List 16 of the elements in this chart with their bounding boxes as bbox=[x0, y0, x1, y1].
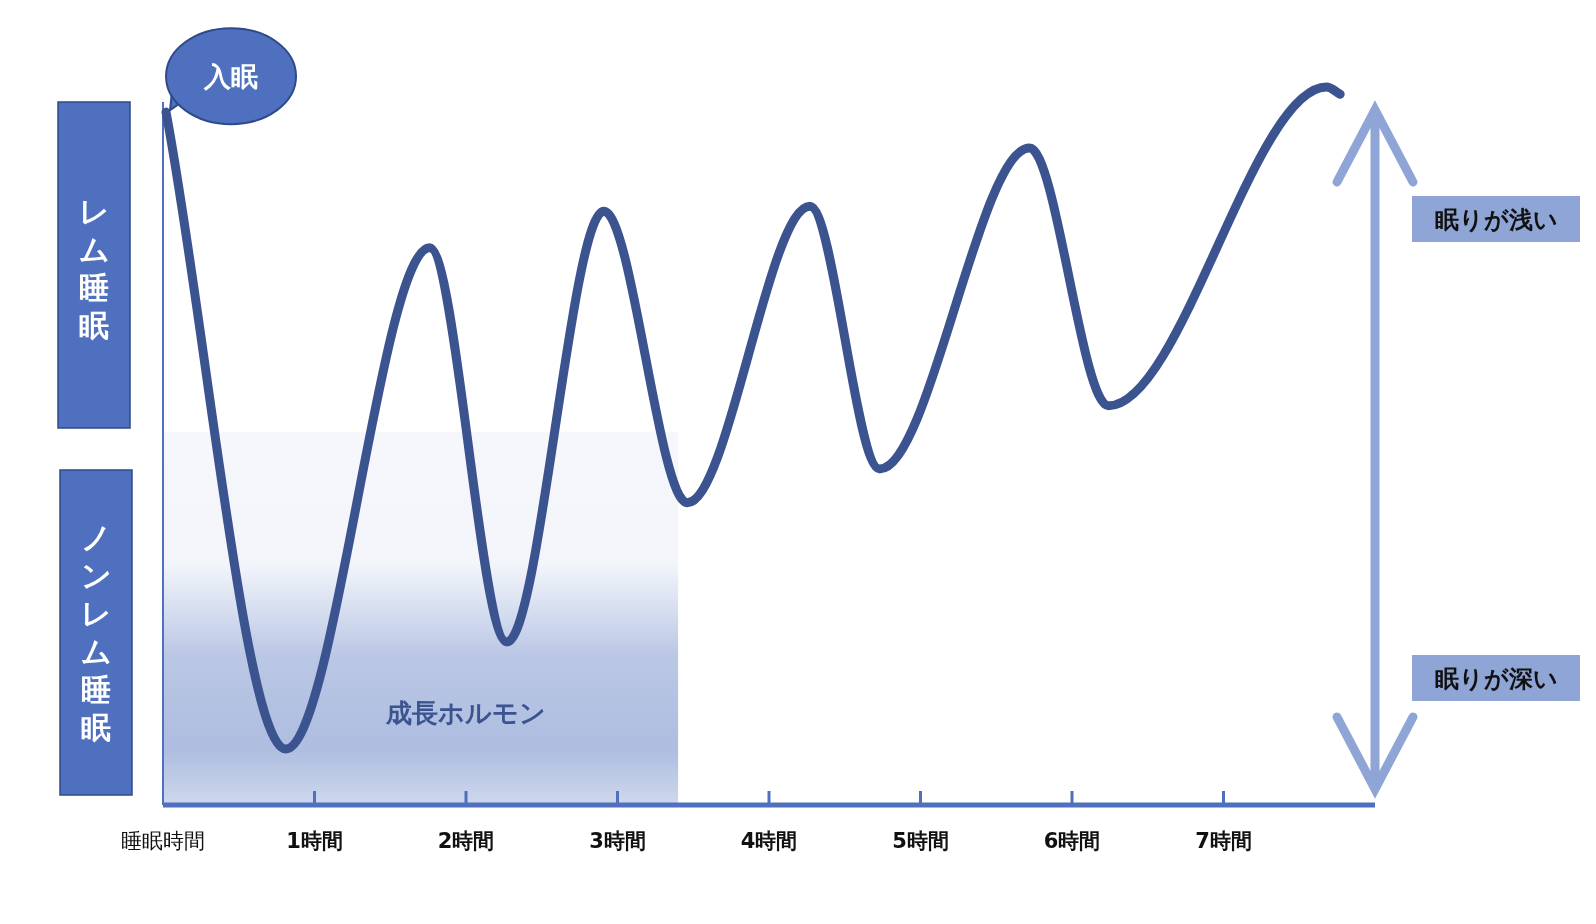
nonrem-box: ノンレム睡眠 bbox=[59, 469, 133, 796]
x-tick-label: 5時間 bbox=[892, 829, 949, 853]
band-label: 成長ホルモン bbox=[384, 698, 546, 728]
callout: 入眠 bbox=[165, 27, 298, 126]
x-tick-label: 3時間 bbox=[589, 829, 646, 853]
annotation: 入眠 bbox=[203, 61, 259, 93]
x-tick-label: 4時間 bbox=[740, 829, 798, 853]
band: 成長ホルモン bbox=[163, 432, 679, 805]
x-tick-label: 2時間 bbox=[437, 829, 495, 853]
x-tick-label: 7時間 bbox=[1195, 829, 1252, 853]
x-tick-label: 1時間 bbox=[286, 829, 343, 853]
x-tick-label: 睡眠時間 bbox=[121, 829, 205, 853]
depth-label: 眠りが浅い bbox=[1412, 196, 1580, 242]
x-tick-label: 6時間 bbox=[1043, 829, 1101, 853]
depth-label: 眠りが深い bbox=[1412, 655, 1580, 701]
rem-box: レム睡眠 bbox=[57, 101, 131, 429]
